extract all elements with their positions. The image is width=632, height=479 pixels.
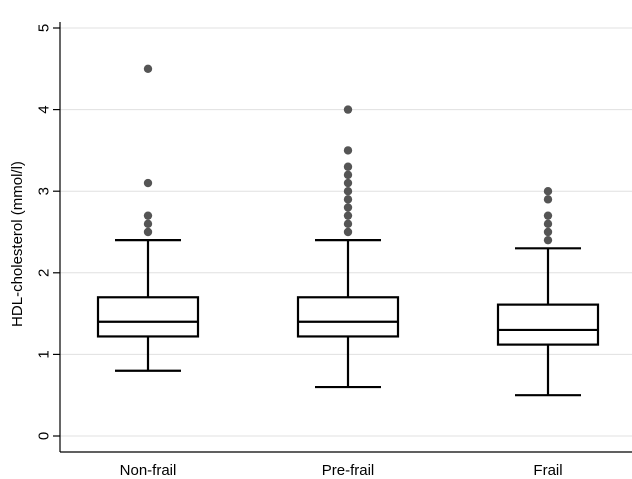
category-labels: Non-frail Pre-frail Frail bbox=[120, 462, 563, 479]
outlier-point bbox=[343, 105, 353, 114]
outlier-point bbox=[143, 219, 153, 229]
outlier-point bbox=[543, 227, 553, 237]
y-tick-label-5: 5 bbox=[35, 24, 52, 32]
iqr-box bbox=[296, 296, 400, 338]
outlier-point bbox=[343, 219, 353, 229]
y-tick-label-0: 0 bbox=[35, 432, 52, 440]
outlier-point bbox=[143, 211, 153, 220]
outlier-point bbox=[343, 203, 353, 212]
outlier-point bbox=[543, 235, 553, 245]
y-axis: 0 1 2 3 4 5 bbox=[35, 22, 632, 453]
box-frail bbox=[496, 187, 600, 397]
boxes bbox=[96, 64, 600, 397]
outlier-point bbox=[343, 187, 353, 196]
y-tick-label-4: 4 bbox=[35, 105, 52, 113]
outlier-point bbox=[543, 187, 553, 196]
outlier-point bbox=[543, 219, 553, 229]
outlier-point bbox=[143, 227, 153, 237]
outlier-point bbox=[543, 211, 553, 220]
iqr-box bbox=[496, 303, 600, 346]
category-label-frail: Frail bbox=[533, 462, 562, 479]
y-tick-label-3: 3 bbox=[35, 187, 52, 195]
category-label-pre-frail: Pre-frail bbox=[322, 462, 375, 479]
outlier-point bbox=[143, 178, 153, 188]
y-tick-label-1: 1 bbox=[35, 350, 52, 358]
outlier-point bbox=[343, 178, 353, 188]
outlier-point bbox=[343, 162, 353, 171]
outlier-point bbox=[543, 195, 553, 204]
outlier-point bbox=[343, 227, 353, 237]
y-tick-label-2: 2 bbox=[35, 269, 52, 277]
y-axis-label: HDL-cholesterol (mmol/l) bbox=[9, 161, 26, 327]
outlier-point bbox=[343, 170, 353, 180]
outlier-point bbox=[343, 146, 353, 155]
outlier-point bbox=[143, 64, 153, 74]
iqr-box bbox=[96, 296, 200, 338]
box-pre-frail bbox=[296, 105, 400, 389]
outlier-point bbox=[343, 211, 353, 220]
outlier-point bbox=[343, 195, 353, 204]
category-label-non-frail: Non-frail bbox=[120, 462, 177, 479]
box-non-frail bbox=[96, 64, 200, 372]
